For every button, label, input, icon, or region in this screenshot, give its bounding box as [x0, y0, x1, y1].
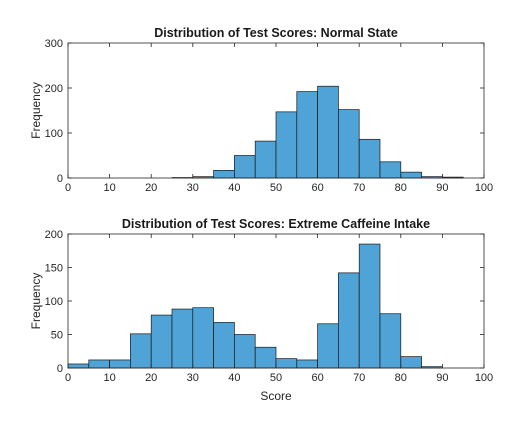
- histogram-bar: [338, 109, 360, 179]
- x-tick-label: 40: [228, 182, 240, 194]
- histogram-bar: [400, 356, 422, 369]
- y-tick-label: 100: [45, 128, 63, 140]
- x-tick-label: 20: [145, 372, 157, 384]
- x-tick-label: 10: [103, 372, 115, 384]
- histogram-bar: [275, 358, 298, 369]
- histogram-bar: [234, 155, 256, 179]
- x-tick-label: 40: [228, 372, 240, 384]
- histogram-bar: [130, 333, 152, 369]
- y-tick-label: 150: [45, 263, 63, 275]
- histogram-bar: [254, 346, 277, 369]
- histogram-bar: [88, 359, 110, 369]
- x-tick-label: 70: [353, 372, 365, 384]
- histogram-bar: [192, 307, 214, 369]
- y-tick-label: 0: [57, 173, 63, 185]
- chart-title: Distribution of Test Scores: Extreme Caf…: [122, 217, 430, 231]
- chart-1: 0 10 20 30 40 50 60 70 80 90 100 0 100 200 300 Distribu…: [29, 26, 493, 194]
- histogram-bar: [379, 313, 402, 369]
- y-tick-label: 200: [45, 229, 63, 241]
- x-tick-label: 90: [436, 182, 448, 194]
- histogram-bar: [171, 308, 194, 369]
- histogram-bar: [400, 171, 422, 179]
- x-tick-label: 0: [65, 372, 71, 384]
- histogram-bar: [358, 138, 381, 179]
- y-axis-label: Frequency: [29, 82, 43, 139]
- x-tick-label: 90: [436, 372, 448, 384]
- histogram-bar: [317, 85, 339, 179]
- x-axis-label: Score: [260, 389, 292, 403]
- y-tick-label: 100: [45, 296, 63, 308]
- x-tick-label: 80: [395, 372, 407, 384]
- y-tick-label: 0: [57, 363, 63, 375]
- x-tick-label: 100: [475, 372, 493, 384]
- x-tick-label: 70: [353, 182, 365, 194]
- y-axis-label: Frequency: [29, 273, 43, 330]
- histogram-bar: [358, 243, 381, 369]
- chart-2: 0 10 20 30 40 50 60 70 80 90 100 0 50 100 150 200 Distri…: [29, 217, 493, 403]
- histogram-bar: [275, 111, 298, 179]
- x-tick-label: 60: [311, 372, 323, 384]
- histogram-bar: [213, 170, 235, 179]
- histogram-bar: [379, 161, 402, 179]
- y-tick-label: 50: [51, 330, 63, 342]
- x-tick-label: 100: [475, 182, 493, 194]
- histogram-bar: [338, 272, 360, 369]
- x-tick-label: 10: [103, 182, 115, 194]
- x-tick-label: 50: [270, 182, 282, 194]
- histogram-bar: [254, 140, 277, 179]
- chart-title: Distribution of Test Scores: Normal Stat…: [154, 26, 398, 40]
- x-tick-label: 30: [187, 372, 199, 384]
- y-tick-label: 300: [45, 38, 63, 50]
- x-tick-label: 0: [65, 182, 71, 194]
- x-tick-label: 20: [145, 182, 157, 194]
- histogram-bar: [317, 323, 339, 369]
- y-tick-label: 200: [45, 83, 63, 95]
- x-tick-label: 30: [187, 182, 199, 194]
- histogram-bar: [296, 91, 318, 179]
- x-tick-label: 50: [270, 372, 282, 384]
- histogram-bar: [109, 359, 131, 369]
- histogram-bar: [150, 314, 173, 369]
- histogram-bar: [213, 322, 235, 369]
- x-tick-label: 60: [311, 182, 323, 194]
- histogram-bar: [67, 363, 90, 369]
- x-tick-label: 80: [395, 182, 407, 194]
- histogram-bar: [234, 334, 256, 369]
- histogram-bar: [296, 359, 318, 369]
